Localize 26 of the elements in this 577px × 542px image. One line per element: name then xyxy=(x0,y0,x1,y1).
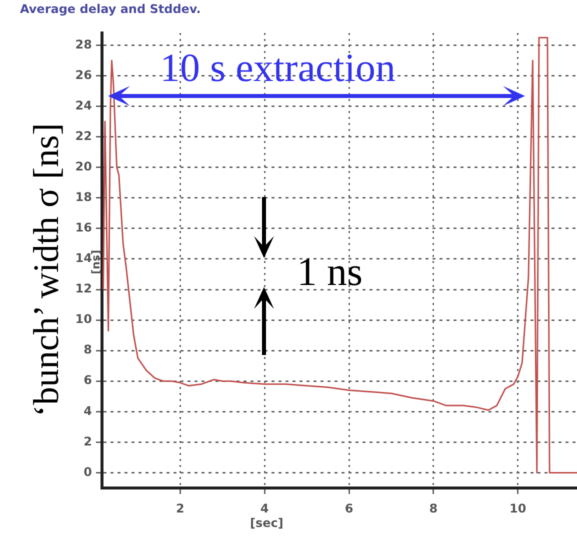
y-tick-label: 14 xyxy=(75,251,92,266)
y-axis-title: ‘bunch’ width σ [ns] xyxy=(25,123,67,417)
y-tick-label: 28 xyxy=(75,37,92,52)
y-tick-label: 2 xyxy=(84,434,92,448)
annotation: [ns] xyxy=(90,250,102,274)
y-tick-label: 24 xyxy=(75,98,92,112)
annotation: 1 ns xyxy=(297,248,363,295)
y-tick-label: 22 xyxy=(75,128,92,143)
y-tick-label: 0 xyxy=(84,464,92,479)
y-tick-label: 8 xyxy=(84,342,92,357)
y-tick-label: 26 xyxy=(75,68,92,82)
x-tick-label: 6 xyxy=(344,501,354,516)
y-tick-label: 16 xyxy=(75,220,92,235)
y-tick-label: 10 xyxy=(75,312,92,326)
annotation: 10 s extraction xyxy=(160,44,396,91)
y-tick-label: 18 xyxy=(75,190,92,204)
y-tick-label: 20 xyxy=(75,159,92,174)
x-tick-label: 10 xyxy=(510,501,526,516)
y-tick-label: 12 xyxy=(75,282,92,296)
x-tick-label: 8 xyxy=(429,501,438,516)
x-tick-label: 2 xyxy=(176,501,184,516)
x-tick-label: 4 xyxy=(260,501,269,516)
y-tick-label: 4 xyxy=(84,404,92,418)
chart-title: Average delay and Stddev. xyxy=(20,2,201,16)
y-tick-label: 6 xyxy=(84,373,92,388)
x-axis-title: [sec] xyxy=(250,516,284,530)
